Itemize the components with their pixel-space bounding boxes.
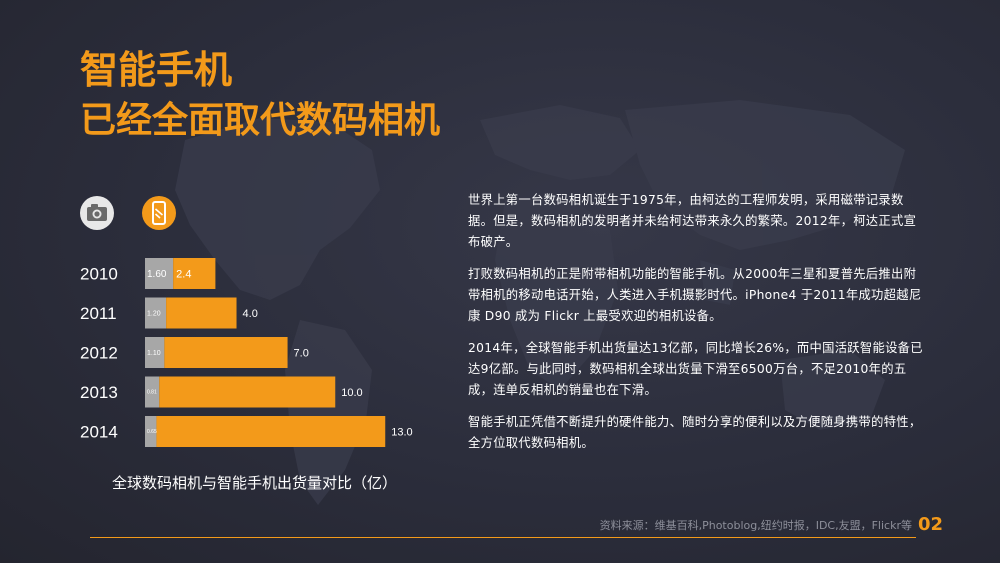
camera-bar-2012 — [145, 337, 165, 368]
paragraph-4: 智能手机正凭借不断提升的硬件能力、随时分享的便利以及方便随身携带的特性，全方位取… — [468, 415, 922, 450]
year-label-2013: 2013 — [80, 383, 118, 402]
camera-value-label-2010: 1.60 — [147, 269, 167, 280]
smartphone-value-label-2012: 7.0 — [294, 348, 309, 360]
camera-icon — [80, 196, 114, 230]
year-label-2010: 2010 — [80, 265, 118, 284]
smartphone-bar-2014 — [156, 416, 386, 447]
page-number: 02 — [918, 514, 944, 535]
source-note: 资料来源：维基百科,Photoblog,纽约时报，IDC,友盟，Flickr等 — [599, 519, 912, 532]
smartphone-value-label-2010: 2.4 — [176, 269, 191, 281]
camera-value-label-2013: 0.81 — [147, 390, 157, 396]
smartphone-value-label-2011: 4.0 — [243, 308, 258, 320]
paragraph-2: 打败数码相机的正是附带相机功能的智能手机。从2000年三星和夏普先后推出附带相机… — [468, 267, 922, 323]
camera-value-label-2012: 1.10 — [147, 350, 161, 357]
smartphone-bar-2012 — [164, 337, 288, 368]
smartphone-bar-2011 — [166, 297, 237, 329]
year-label-2012: 2012 — [80, 344, 118, 363]
camera-bar-2010 — [145, 258, 174, 289]
camera-bar-2014 — [145, 416, 157, 447]
camera-value-label-2014: 0.65 — [147, 429, 157, 435]
camera-bar-2011 — [145, 297, 167, 329]
footer-divider — [90, 537, 916, 538]
smartphone-bar-2013 — [159, 376, 336, 408]
body-text: 世界上第一台数码相机诞生于1975年，由柯达的工程师发明，采用磁带记录数据。但是… — [468, 190, 928, 465]
paragraph-1: 世界上第一台数码相机诞生于1975年，由柯达的工程师发明，采用磁带记录数据。但是… — [468, 193, 917, 249]
chart-caption: 全球数码相机与智能手机出货量对比（亿） — [112, 474, 398, 492]
smartphone-bar-2010 — [173, 258, 216, 289]
camera-value-label-2011: 1.20 — [147, 310, 161, 317]
smartphone-value-label-2014: 13.0 — [391, 427, 412, 439]
smartphone-icon — [142, 196, 176, 230]
shipment-bar-chart: 2010 1.60 2.4 2011 1.20 4.0 2012 1.10 7.0 2013 0.8… — [80, 258, 413, 447]
year-label-2014: 2014 — [80, 423, 118, 442]
paragraph-3: 2014年，全球智能手机出货量达13亿部，同比增长26%，而中国活跃智能设备已达… — [468, 341, 923, 397]
year-label-2011: 2011 — [80, 304, 117, 323]
slide-subtitle: 已经全面取代数码相机 — [80, 100, 441, 141]
slide-title: 智能手机 — [80, 48, 233, 92]
camera-bar-2013 — [145, 376, 160, 408]
smartphone-value-label-2013: 10.0 — [341, 387, 362, 399]
